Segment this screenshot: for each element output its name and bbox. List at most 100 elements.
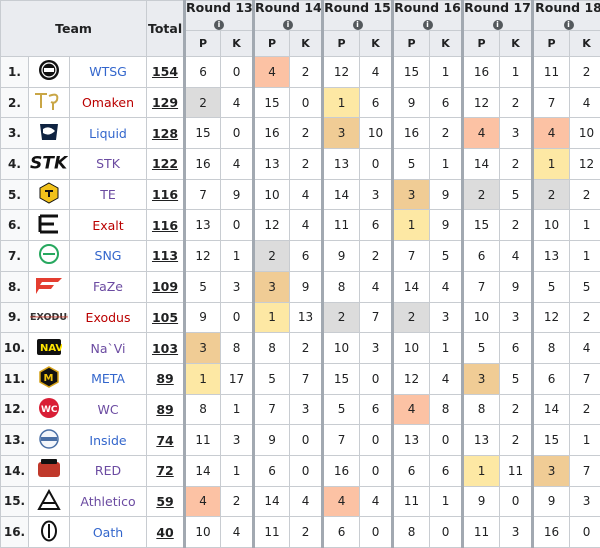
liquid-logo-icon[interactable] [30, 121, 68, 143]
p-header: P [391, 30, 431, 57]
wc-logo-icon[interactable]: WC [30, 397, 68, 419]
team-link-stk[interactable]: STK [68, 148, 148, 180]
team-link-omaken[interactable]: Omaken [68, 86, 148, 119]
total-points-link[interactable]: 129 [146, 86, 186, 119]
kills-cell: 5 [429, 240, 464, 272]
oath-logo-icon[interactable] [30, 520, 68, 542]
kills-cell: 1 [220, 454, 255, 487]
kills-cell: 9 [499, 270, 534, 303]
p-header: P [183, 30, 222, 57]
faze-logo-icon[interactable] [30, 274, 68, 296]
red-logo-icon[interactable] [30, 458, 68, 480]
placement-cell: 7 [183, 178, 222, 211]
total-points-link[interactable]: 89 [146, 393, 186, 426]
total-points-link[interactable]: 128 [146, 117, 186, 150]
table-row: 9.EXODUSExodus105901132723103122 [0, 301, 600, 334]
team-link-red[interactable]: RED [68, 454, 148, 487]
kills-cell: 4 [569, 86, 600, 119]
team-link-oath[interactable]: Oath [68, 516, 148, 548]
team-link-liquid[interactable]: Liquid [68, 117, 148, 150]
kills-cell: 2 [429, 117, 464, 150]
meta-logo-icon[interactable]: M [30, 366, 68, 389]
table-row: 4. STK STK 122 16 4 13 2 13 0 5 1 14 2 1 12 [0, 148, 600, 180]
total-points-link[interactable]: 113 [146, 240, 186, 272]
wtsg-logo-icon[interactable] [30, 59, 68, 81]
inside-logo-icon[interactable] [30, 428, 68, 450]
logo-cell [28, 240, 70, 272]
svg-text:STK: STK [30, 154, 68, 173]
team-link-athletico[interactable]: Athletico [68, 485, 148, 518]
total-points-link[interactable]: 109 [146, 270, 186, 303]
team-link-exodus[interactable]: Exodus [68, 301, 148, 334]
total-points-link[interactable]: 154 [146, 56, 186, 88]
rank-cell: 1. [0, 56, 29, 88]
rank-cell: 6. [0, 209, 29, 242]
total-points-link[interactable]: 105 [146, 301, 186, 334]
kills-cell: 2 [499, 209, 534, 242]
placement-cell: 4 [391, 393, 431, 426]
placement-cell: 10 [461, 301, 501, 334]
total-points-link[interactable]: 74 [146, 424, 186, 456]
table-row: 5. TE 116 7 9 10 4 14 3 3 9 2 5 2 2 [0, 178, 600, 211]
placement-cell: 16 [321, 454, 361, 487]
total-points-link[interactable]: 116 [146, 209, 186, 242]
kills-cell: 5 [569, 270, 600, 303]
kills-cell: 9 [429, 178, 464, 211]
kills-cell: 5 [499, 362, 534, 395]
info-icon[interactable]: i [214, 20, 225, 30]
placement-cell: 11 [461, 516, 501, 548]
athletico-logo-icon[interactable] [30, 488, 68, 511]
kills-cell: 3 [220, 270, 255, 303]
team-link-wtsg[interactable]: WTSG [68, 56, 148, 88]
placement-cell: 6 [183, 56, 222, 88]
team-link-na-vi[interactable]: Na`Vi [68, 332, 148, 364]
stk-logo-icon[interactable]: STK [30, 151, 68, 173]
team-link-meta[interactable]: META [68, 362, 148, 395]
team-link-wc[interactable]: WC [68, 393, 148, 426]
total-points-link[interactable]: 122 [146, 148, 186, 180]
te-logo-icon[interactable] [30, 182, 68, 204]
info-icon[interactable]: i [422, 20, 433, 30]
logo-cell [28, 516, 70, 548]
omaken-logo-icon[interactable] [30, 90, 68, 112]
info-icon[interactable]: i [352, 20, 363, 30]
rank-cell: 12. [0, 393, 29, 426]
info-icon[interactable]: i [283, 20, 294, 30]
kills-cell: 8 [220, 332, 255, 364]
round-15-header: Round 15 i [321, 0, 394, 31]
placement-cell: 6 [531, 362, 571, 395]
exalt-logo-icon[interactable] [30, 213, 68, 235]
info-icon[interactable]: i [492, 20, 503, 30]
placement-cell: 1 [183, 362, 222, 395]
kills-cell: 2 [220, 485, 255, 518]
logo-cell [28, 86, 70, 119]
kills-cell: 2 [569, 56, 600, 88]
team-link-sng[interactable]: SNG [68, 240, 148, 272]
kills-cell: 2 [289, 516, 324, 548]
kills-cell: 9 [429, 209, 464, 242]
exodus-logo-icon[interactable]: EXODUS [30, 305, 68, 327]
placement-cell: 13 [183, 209, 222, 242]
kills-cell: 8 [429, 393, 464, 426]
team-link-exalt[interactable]: Exalt [68, 209, 148, 242]
kills-cell: 6 [359, 209, 394, 242]
info-icon[interactable]: i [563, 20, 574, 30]
navi-logo-icon[interactable]: NAVI [30, 336, 68, 358]
sng-logo-icon[interactable] [30, 243, 68, 265]
total-points-link[interactable]: 103 [146, 332, 186, 364]
placement-cell: 15 [391, 56, 431, 88]
team-link-faze[interactable]: FaZe [68, 270, 148, 303]
team-link-inside[interactable]: Inside [68, 424, 148, 456]
total-points-link[interactable]: 40 [146, 516, 186, 548]
team-link-te[interactable]: TE [68, 178, 148, 211]
kills-cell: 4 [220, 516, 255, 548]
team-header: Team [0, 0, 148, 57]
svg-text:WC: WC [41, 405, 58, 415]
placement-cell: 1 [531, 148, 571, 180]
total-points-link[interactable]: 72 [146, 454, 186, 487]
total-points-link[interactable]: 116 [146, 178, 186, 211]
placement-cell: 3 [252, 270, 291, 303]
placement-cell: 15 [321, 362, 361, 395]
total-points-link[interactable]: 59 [146, 485, 186, 518]
total-points-link[interactable]: 89 [146, 362, 186, 395]
